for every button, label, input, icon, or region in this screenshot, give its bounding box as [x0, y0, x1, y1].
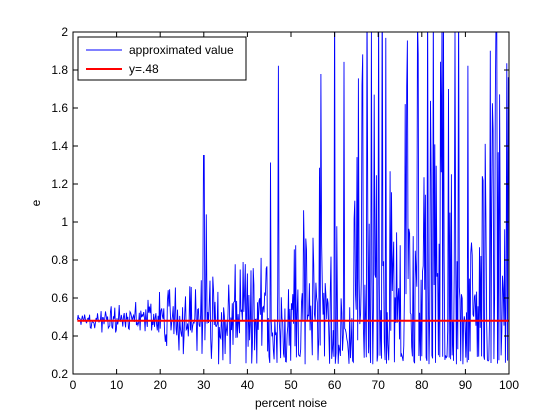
x-tick-label: 70 [372, 378, 386, 392]
x-tick-label: 20 [154, 378, 168, 392]
y-tick-label: 0.8 [51, 253, 68, 267]
series-line-approximated-value [76, 32, 509, 365]
legend: approximated value y=.48 [77, 36, 247, 81]
y-tick-label: 1.2 [51, 177, 68, 191]
x-tick-label: 0 [70, 378, 77, 392]
x-tick-label: 80 [415, 378, 429, 392]
x-tick-label: 40 [241, 378, 255, 392]
legend-label-approximated-value: approximated value [129, 43, 234, 57]
x-tick-label: 10 [110, 378, 124, 392]
y-tick-label: 0.4 [51, 329, 68, 343]
legend-box [77, 36, 247, 81]
series-layer [76, 32, 509, 365]
x-tick-label: 60 [328, 378, 342, 392]
x-tick-label: 100 [499, 378, 519, 392]
y-tick-label: 0.6 [51, 291, 68, 305]
y-tick-label: 1.4 [51, 139, 68, 153]
x-tick-label: 90 [459, 378, 473, 392]
x-tick-label: 30 [197, 378, 211, 392]
y-tick-label: 0.2 [51, 367, 68, 381]
ticks-layer: 0 10 20 30 40 50 60 70 80 90 100 0.2 0.4 0.6 0.8 1 1.2 1.… [51, 25, 519, 392]
y-axis-label: e [29, 199, 43, 206]
y-tick-label: 1.6 [51, 101, 68, 115]
x-tick-label: 50 [284, 378, 298, 392]
y-tick-label: 2 [61, 25, 68, 39]
legend-label-y-48: y=.48 [129, 62, 159, 76]
y-tick-label: 1 [61, 215, 68, 229]
y-tick-label: 1.8 [51, 63, 68, 77]
x-axis-label: percent noise [255, 396, 327, 410]
